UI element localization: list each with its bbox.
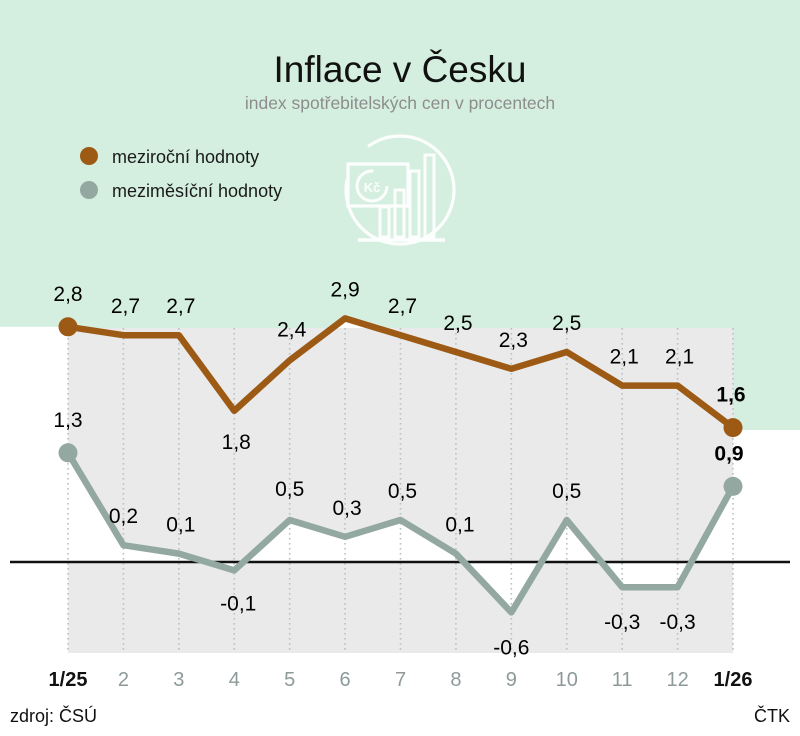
x-tick-1/26: 1/26 — [714, 669, 753, 691]
data-label-yoy-10: 2,5 — [552, 312, 581, 335]
data-label-mom-8: 0,1 — [445, 514, 474, 537]
x-tick-8: 8 — [450, 669, 461, 691]
x-tick-4: 4 — [229, 669, 240, 691]
data-label-mom-1/25: 1,3 — [53, 409, 82, 432]
x-tick-7: 7 — [395, 669, 406, 691]
watermark-bar-2 — [393, 188, 406, 239]
data-label-yoy-9: 2,3 — [499, 329, 528, 352]
green-header-panel — [0, 0, 800, 430]
x-tick-3: 3 — [173, 669, 184, 691]
data-label-yoy-7: 2,7 — [388, 295, 417, 318]
series-marker-yoy-1/26 — [723, 418, 743, 438]
source-label: zdroj: ČSÚ — [10, 705, 97, 726]
data-label-yoy-2: 2,7 — [111, 295, 140, 318]
plot-area: 2,8 2,7 2,7 1,8 2,4 2,9 2,7 2,5 2,3 2,5 2,1 2,1 1,6 1… — [10, 278, 790, 691]
x-tick-11: 11 — [612, 669, 633, 691]
czech-koruna-bars-watermark: Kč — [344, 134, 456, 246]
x-tick-10: 10 — [556, 669, 578, 691]
series-marker-mom-1/26 — [723, 476, 743, 496]
x-tick-12: 12 — [666, 669, 688, 691]
watermark-bar-1 — [378, 205, 391, 239]
watermark-currency-label: Kč — [364, 180, 381, 195]
data-label-yoy-12: 2,1 — [665, 346, 694, 369]
x-tick-6: 6 — [340, 669, 351, 691]
data-label-yoy-5: 2,4 — [277, 318, 307, 341]
series-marker-mom-1/25 — [58, 443, 78, 463]
watermark-circle-icon — [344, 134, 456, 246]
data-label-mom-11: -0,3 — [604, 611, 640, 634]
data-label-mom-4: -0,1 — [220, 592, 256, 615]
data-label-mom-1/26: 0,9 — [714, 442, 743, 465]
data-label-mom-3: 0,1 — [166, 514, 195, 537]
data-label-yoy-8: 2,5 — [443, 312, 472, 335]
series-line-yoy — [64, 315, 737, 431]
legend-label-mom: meziměsíční hodnoty — [112, 181, 282, 201]
data-label-mom-9: -0,6 — [493, 636, 529, 659]
data-label-mom-6: 0,3 — [332, 497, 361, 520]
data-label-mom-7: 0,5 — [388, 480, 417, 503]
legend-label-yoy: meziroční hodnoty — [112, 147, 259, 167]
agency-label: ČTK — [754, 705, 790, 726]
page-title: Inflace v Česku — [274, 49, 527, 90]
x-tick-1/25: 1/25 — [49, 669, 88, 691]
watermark-bar-3 — [408, 169, 421, 239]
legend-item-yoy[interactable]: meziroční hodnoty — [80, 147, 259, 167]
data-label-yoy-6: 2,9 — [330, 278, 359, 301]
watermark-coin-icon — [355, 169, 389, 203]
legend-item-mom[interactable]: meziměsíční hodnoty — [80, 181, 282, 201]
page-subtitle: index spotřebitelských cen v procentech — [245, 93, 555, 113]
data-label-yoy-4: 1,8 — [222, 431, 251, 454]
monthly-series-area-fill — [68, 452, 733, 613]
data-label-yoy-1/25: 2,8 — [53, 283, 82, 306]
x-tick-2: 2 — [118, 669, 129, 691]
watermark-bar-4 — [423, 153, 436, 239]
data-label-mom-2: 0,2 — [109, 505, 138, 528]
data-label-yoy-3: 2,7 — [166, 295, 195, 318]
legend-swatch-mom-icon — [80, 181, 98, 199]
series-marker-yoy-1/25 — [58, 317, 78, 337]
legend-swatch-yoy-icon — [80, 147, 98, 165]
x-tick-9: 9 — [506, 669, 517, 691]
data-label-mom-12: -0,3 — [659, 611, 695, 634]
series-line-mom — [64, 449, 737, 616]
data-label-yoy-11: 2,1 — [610, 346, 639, 369]
data-label-mom-5: 0,5 — [275, 478, 304, 501]
legend: meziroční hodnoty meziměsíční hodnoty — [80, 147, 282, 201]
x-tick-5: 5 — [284, 669, 295, 691]
data-label-yoy-1/26: 1,6 — [716, 384, 745, 407]
data-label-mom-10: 0,5 — [552, 480, 581, 503]
watermark-frame-icon — [346, 162, 410, 208]
